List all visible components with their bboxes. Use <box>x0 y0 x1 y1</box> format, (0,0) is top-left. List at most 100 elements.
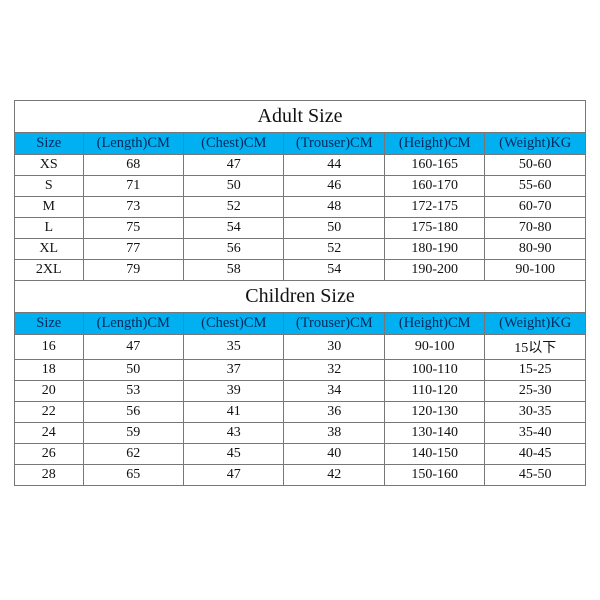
table-cell: 65 <box>83 465 183 486</box>
table-cell: 41 <box>184 402 284 423</box>
table-cell: 39 <box>184 381 284 402</box>
table-cell: 56 <box>184 239 284 260</box>
table-row: M735248172-17560-70 <box>15 197 586 218</box>
table-cell: XS <box>15 155 84 176</box>
table-cell: 68 <box>83 155 183 176</box>
adult-title: Adult Size <box>14 100 586 132</box>
table-cell: 190-200 <box>384 260 484 281</box>
table-cell: 42 <box>284 465 384 486</box>
table-cell: 43 <box>184 423 284 444</box>
table-cell: 90-100 <box>384 335 484 360</box>
table-row: 24594338130-14035-40 <box>15 423 586 444</box>
col-header: (Trouser)CM <box>284 313 384 335</box>
table-row: 18503732100-11015-25 <box>15 360 586 381</box>
table-cell: 38 <box>284 423 384 444</box>
col-header: (Height)CM <box>384 313 484 335</box>
adult-table: Size(Length)CM(Chest)CM(Trouser)CM(Heigh… <box>14 132 586 281</box>
table-cell: 40 <box>284 444 384 465</box>
table-cell: 2XL <box>15 260 84 281</box>
table-cell: 110-120 <box>384 381 484 402</box>
table-cell: 50 <box>284 218 384 239</box>
children-title: Children Size <box>14 281 586 312</box>
col-header: (Chest)CM <box>184 313 284 335</box>
table-cell: 35 <box>184 335 284 360</box>
table-cell: 15以下 <box>485 335 586 360</box>
col-header: (Trouser)CM <box>284 133 384 155</box>
col-header: (Height)CM <box>384 133 484 155</box>
table-cell: 71 <box>83 176 183 197</box>
table-row: L755450175-18070-80 <box>15 218 586 239</box>
table-cell: 58 <box>184 260 284 281</box>
col-header: (Weight)KG <box>485 313 586 335</box>
table-cell: 45 <box>184 444 284 465</box>
table-row: 28654742150-16045-50 <box>15 465 586 486</box>
table-cell: 60-70 <box>485 197 586 218</box>
table-cell: 48 <box>284 197 384 218</box>
table-cell: 16 <box>15 335 84 360</box>
table-cell: 140-150 <box>384 444 484 465</box>
table-row: XL775652180-19080-90 <box>15 239 586 260</box>
table-cell: 90-100 <box>485 260 586 281</box>
table-row: 26624540140-15040-45 <box>15 444 586 465</box>
children-table: Size(Length)CM(Chest)CM(Trouser)CM(Heigh… <box>14 312 586 486</box>
table-cell: 175-180 <box>384 218 484 239</box>
table-cell: 18 <box>15 360 84 381</box>
table-cell: 180-190 <box>384 239 484 260</box>
col-header: (Weight)KG <box>485 133 586 155</box>
table-cell: 73 <box>83 197 183 218</box>
table-cell: 26 <box>15 444 84 465</box>
table-cell: 54 <box>284 260 384 281</box>
table-row: S715046160-17055-60 <box>15 176 586 197</box>
table-cell: 77 <box>83 239 183 260</box>
table-cell: 35-40 <box>485 423 586 444</box>
table-cell: 46 <box>284 176 384 197</box>
table-cell: 32 <box>284 360 384 381</box>
table-cell: 52 <box>284 239 384 260</box>
table-cell: 160-165 <box>384 155 484 176</box>
table-cell: 44 <box>284 155 384 176</box>
table-cell: 130-140 <box>384 423 484 444</box>
col-header: (Length)CM <box>83 133 183 155</box>
table-row: 22564136120-13030-35 <box>15 402 586 423</box>
table-cell: 55-60 <box>485 176 586 197</box>
table-row: 2XL795854190-20090-100 <box>15 260 586 281</box>
table-cell: 34 <box>284 381 384 402</box>
table-cell: 24 <box>15 423 84 444</box>
table-cell: 28 <box>15 465 84 486</box>
col-header: (Chest)CM <box>184 133 284 155</box>
table-cell: 30 <box>284 335 384 360</box>
table-cell: 37 <box>184 360 284 381</box>
table-cell: L <box>15 218 84 239</box>
table-cell: 40-45 <box>485 444 586 465</box>
table-cell: 53 <box>83 381 183 402</box>
table-cell: 160-170 <box>384 176 484 197</box>
table-cell: 50 <box>83 360 183 381</box>
table-cell: 47 <box>184 155 284 176</box>
table-cell: 54 <box>184 218 284 239</box>
col-header: Size <box>15 133 84 155</box>
table-cell: 25-30 <box>485 381 586 402</box>
table-cell: 79 <box>83 260 183 281</box>
table-cell: 120-130 <box>384 402 484 423</box>
table-cell: 52 <box>184 197 284 218</box>
table-cell: 45-50 <box>485 465 586 486</box>
table-cell: 15-25 <box>485 360 586 381</box>
table-cell: 62 <box>83 444 183 465</box>
table-cell: 47 <box>184 465 284 486</box>
table-cell: 75 <box>83 218 183 239</box>
table-cell: 36 <box>284 402 384 423</box>
table-row: XS684744160-16550-60 <box>15 155 586 176</box>
table-cell: 50-60 <box>485 155 586 176</box>
table-cell: 22 <box>15 402 84 423</box>
table-row: 20533934110-12025-30 <box>15 381 586 402</box>
table-row: 1647353090-10015以下 <box>15 335 586 360</box>
table-cell: 20 <box>15 381 84 402</box>
table-cell: 172-175 <box>384 197 484 218</box>
table-cell: XL <box>15 239 84 260</box>
table-cell: 47 <box>83 335 183 360</box>
table-cell: 150-160 <box>384 465 484 486</box>
table-cell: M <box>15 197 84 218</box>
table-cell: 100-110 <box>384 360 484 381</box>
table-cell: S <box>15 176 84 197</box>
table-cell: 80-90 <box>485 239 586 260</box>
